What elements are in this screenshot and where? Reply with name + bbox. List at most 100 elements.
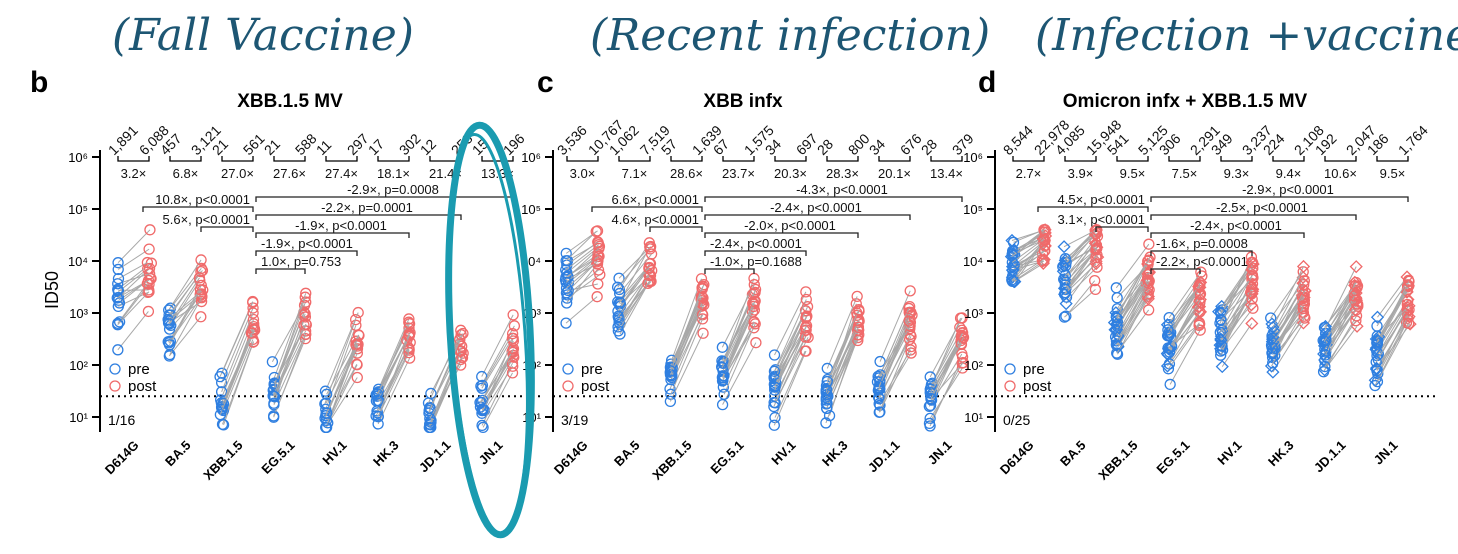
pre-point xyxy=(1059,253,1071,265)
pre-point xyxy=(924,371,936,383)
pre-point xyxy=(923,417,936,430)
pair-line xyxy=(1376,285,1410,345)
pre-point xyxy=(716,341,729,353)
y-tick-label: 10² xyxy=(964,358,983,373)
y-tick-label: 10⁶ xyxy=(68,150,88,165)
post-point xyxy=(403,313,415,325)
pre-point xyxy=(874,406,886,418)
post-point xyxy=(299,291,311,303)
legend-pre-label: pre xyxy=(1023,361,1045,378)
pair-line xyxy=(826,340,859,395)
pair-line xyxy=(721,301,756,368)
post-point xyxy=(593,239,605,251)
pair-line xyxy=(878,320,910,387)
pair-line xyxy=(117,248,150,270)
legend-pre-label: pre xyxy=(128,361,150,378)
pair-line xyxy=(1375,307,1408,363)
post-point xyxy=(300,287,312,299)
comparison-label: -1.6×, p=0.0008 xyxy=(1156,236,1248,251)
pair-line xyxy=(617,248,651,288)
comparison-label: 10.8×, p<0.0001 xyxy=(155,192,250,207)
pair-line xyxy=(326,344,359,414)
pair-line xyxy=(1169,306,1199,350)
y-tick-label: 10³ xyxy=(964,306,983,321)
pre-point xyxy=(768,349,781,361)
y-tick-label: 10⁵ xyxy=(68,202,88,217)
post-point xyxy=(852,334,864,347)
pre-point xyxy=(613,316,625,329)
pair-line xyxy=(1168,300,1200,350)
post-point xyxy=(591,291,603,303)
pre-point xyxy=(1216,340,1228,352)
pair-line xyxy=(117,229,151,264)
pre-point xyxy=(267,390,279,402)
post-point xyxy=(697,327,709,339)
x-tick-label: JN.1 xyxy=(1371,438,1401,468)
comparison-bracket xyxy=(200,226,254,232)
pre-point xyxy=(821,402,833,415)
pre-point xyxy=(1264,359,1279,373)
post-point xyxy=(1296,259,1311,274)
comparison-bracket xyxy=(1095,226,1149,232)
y-tick-label: 10⁶ xyxy=(521,150,541,165)
post-point xyxy=(193,272,206,284)
fold-bracket xyxy=(1168,156,1201,162)
post-point xyxy=(1089,274,1101,287)
post-point xyxy=(195,265,207,278)
pre-point xyxy=(1214,333,1228,347)
pre-point xyxy=(1059,283,1072,296)
post-point xyxy=(1143,304,1155,316)
pre-point xyxy=(1371,337,1383,349)
post-point xyxy=(1142,266,1156,280)
pre-point xyxy=(1215,314,1227,327)
pair-line xyxy=(878,339,911,413)
pair-line xyxy=(1377,323,1410,382)
pre-point xyxy=(718,388,730,400)
x-tick-label: D614G xyxy=(102,438,142,478)
x-tick-label: JD.1.1 xyxy=(865,438,903,476)
post-point xyxy=(1348,294,1361,306)
pair-line xyxy=(1324,305,1359,361)
post-point xyxy=(195,292,208,304)
pre-point xyxy=(560,264,572,276)
pre-point xyxy=(874,355,886,368)
post-point xyxy=(748,300,760,313)
pre-point xyxy=(477,421,489,434)
pre-point xyxy=(1266,347,1279,359)
pair-line xyxy=(566,263,598,304)
post-point xyxy=(593,242,605,255)
pre-point xyxy=(1317,366,1330,378)
post-point xyxy=(1192,294,1207,308)
pair-line xyxy=(774,291,807,356)
fold-bracket xyxy=(670,156,703,162)
pre-point xyxy=(112,319,124,331)
post-point xyxy=(1245,316,1259,331)
post-point xyxy=(141,277,154,290)
post-point xyxy=(800,345,812,357)
fold-label: 28.3× xyxy=(826,166,859,181)
below-lod-count: 3/19 xyxy=(561,412,588,428)
post-point xyxy=(141,256,154,269)
post-point xyxy=(1195,266,1207,278)
comparison-label: -2.9×, p<0.0001 xyxy=(1242,182,1334,197)
pre-point xyxy=(372,394,384,407)
pre-point xyxy=(1319,349,1332,361)
post-point xyxy=(247,307,259,319)
pair-line xyxy=(168,316,202,357)
pre-point xyxy=(716,362,728,374)
pair-line xyxy=(1169,322,1200,365)
pre-point xyxy=(1266,341,1278,353)
post-point xyxy=(143,243,155,255)
post-point xyxy=(195,311,207,323)
fold-label: 27.0× xyxy=(221,166,254,181)
pair-line xyxy=(930,327,961,385)
pre-point xyxy=(1008,259,1020,271)
x-tick-label: JN.1 xyxy=(476,438,506,468)
pre-point xyxy=(425,387,437,400)
pre-point xyxy=(320,421,332,434)
pair-line xyxy=(1324,325,1358,371)
panel-letter: d xyxy=(978,66,996,99)
pair-line xyxy=(480,340,514,403)
legend-post-label: post xyxy=(1023,378,1052,395)
post-point xyxy=(851,290,863,303)
